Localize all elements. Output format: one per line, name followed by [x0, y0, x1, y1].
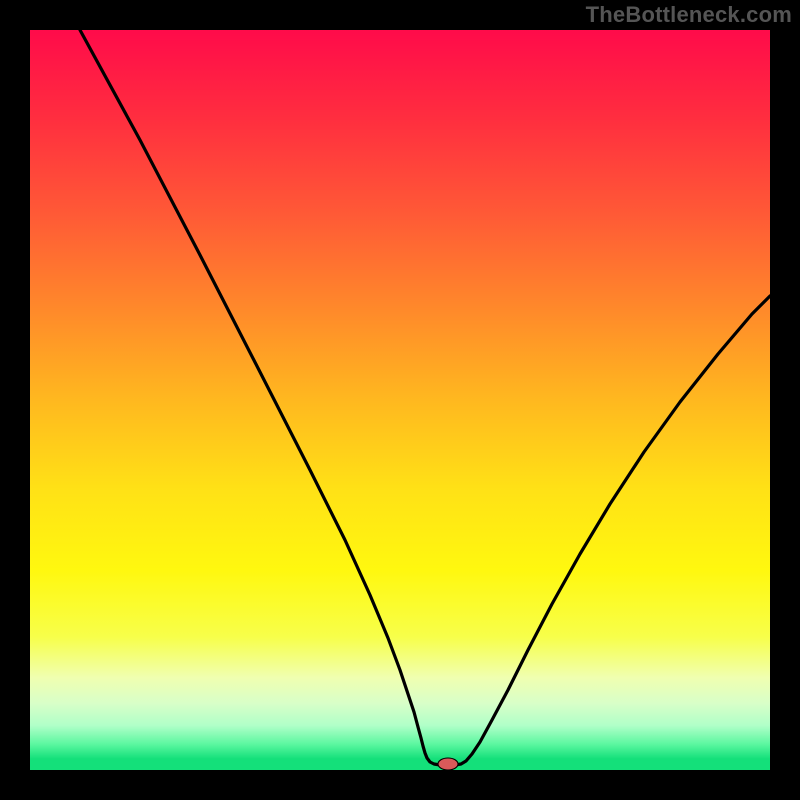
optimum-marker	[438, 758, 458, 770]
chart-svg	[0, 0, 800, 800]
bottleneck-chart: TheBottleneck.com	[0, 0, 800, 800]
